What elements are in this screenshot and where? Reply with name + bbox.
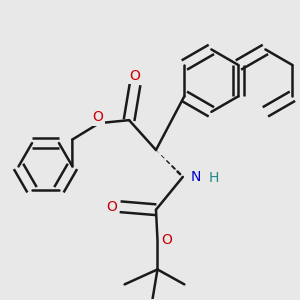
Text: H: H [209,171,219,185]
Text: N: N [191,170,202,184]
Text: O: O [106,200,117,214]
Text: O: O [162,232,172,247]
Text: O: O [130,69,140,83]
Text: O: O [92,110,103,124]
